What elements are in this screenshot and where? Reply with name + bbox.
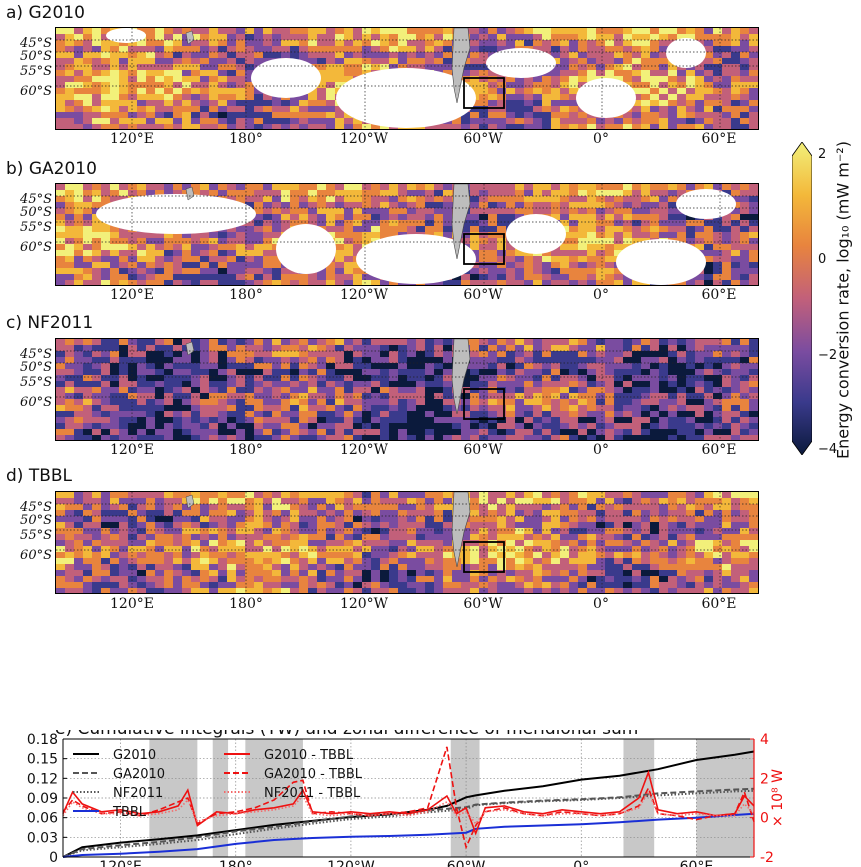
lat-label: 50°S [20,513,52,528]
colorbar-tick: −4 [818,442,838,457]
lon-label: 0° [593,287,609,303]
lat-label: 45°S [20,347,52,362]
lon-label: 60°E [701,131,737,147]
series-line-tbbl [62,812,755,858]
lat-label: 50°S [20,205,52,220]
ytick-label-left: 0.06 [27,811,58,827]
map-panel-a [55,27,759,130]
xtick-label: 120°W [327,859,375,867]
lat-label: 60°S [20,548,52,563]
legend-label: G2010 [113,748,156,763]
lon-label: 60°W [463,131,503,147]
colorbar-label: Energy conversion rate, log₁₀ (mW m⁻²) [833,141,853,459]
xtick-label: 180° [219,859,253,867]
lon-label: 60°W [463,596,503,612]
legend-label: NF2011 [113,786,163,801]
lon-label: 60°W [463,442,503,458]
lon-label: 180° [229,596,263,612]
xtick-label: 120°E [99,859,142,867]
lon-label: 120°W [339,131,389,147]
lon-label: 60°E [701,442,737,458]
lon-label: 0° [593,596,609,612]
lon-label: 0° [593,442,609,458]
panel-b-title: b) GA2010 [6,159,97,179]
lat-label: 60°S [20,84,52,99]
ylabel-right: × 10⁸ W [770,769,786,827]
colorbar-tick: 0 [818,252,827,267]
panel-d-title: d) TBBL [6,466,73,486]
legend-label: GA2010 [113,767,165,782]
lon-label: 0° [593,131,609,147]
lon-label: 180° [229,131,263,147]
series-line-ga2010 [62,787,755,858]
map-panel-c [55,338,759,441]
lat-label: 45°S [20,36,52,51]
xtick-label: 0° [573,859,589,867]
ytick-label-left: 0.03 [27,830,58,846]
ytick-label-left: 0.15 [27,752,58,768]
legend-label: NF2011 - TBBL [264,786,361,801]
series-line-ga2010-tbbl [62,746,755,850]
ytick-label-right: 0 [760,811,769,827]
lon-label: 120°E [110,131,154,147]
ytick-label-right: 2 [760,771,769,787]
lon-label: 120°W [339,442,389,458]
lon-label: 120°E [110,442,154,458]
colorbar-tick: −2 [818,348,838,363]
ytick-label-left: 0.18 [27,732,58,748]
lat-label: 45°S [20,500,52,515]
lon-label: 60°E [701,287,737,303]
panel-a-title: a) G2010 [6,3,85,23]
ytick-label-left: 0.12 [27,771,58,787]
lat-label: 55°S [20,375,52,390]
lon-label: 60°E [701,596,737,612]
legend-label: GA2010 - TBBL [264,767,363,782]
xtick-label: 60°E [680,859,714,867]
lon-label: 60°W [463,287,503,303]
lon-label: 180° [229,442,263,458]
ytick-label-right: 4 [760,732,769,748]
xtick-label: 60°W [447,859,486,867]
legend-label: G2010 - TBBL [264,748,354,763]
cumulative-integral-chart: e) Cumulative integrals (TW) and zonal d… [27,730,786,867]
lon-label: 120°E [110,596,154,612]
lon-label: 120°W [339,287,389,303]
lat-label: 55°S [20,64,52,79]
colorbar [792,142,812,455]
shaded-region [212,739,229,857]
ytick-label-left: 0 [49,850,58,866]
map-panel-b [55,183,759,286]
ytick-label-left: 0.09 [27,791,58,807]
lat-label: 55°S [20,528,52,543]
series-line-g2010-tbbl [62,769,755,836]
lon-label: 120°E [110,287,154,303]
lat-label: 55°S [20,220,52,235]
map-panel-d [55,491,759,594]
lat-label: 60°S [20,240,52,255]
lat-label: 50°S [20,49,52,64]
panel-c-title: c) NF2011 [6,313,94,333]
series-line-g2010 [62,750,755,858]
lon-label: 120°W [339,596,389,612]
lat-label: 45°S [20,192,52,207]
legend-label: TBBL [112,805,147,820]
lat-label: 60°S [20,395,52,410]
lon-label: 180° [229,287,263,303]
lat-label: 50°S [20,360,52,375]
colorbar-tick: 2 [818,147,827,162]
ytick-label-right: -2 [760,850,774,866]
chart-title: e) Cumulative integrals (TW) and zonal d… [55,730,638,739]
